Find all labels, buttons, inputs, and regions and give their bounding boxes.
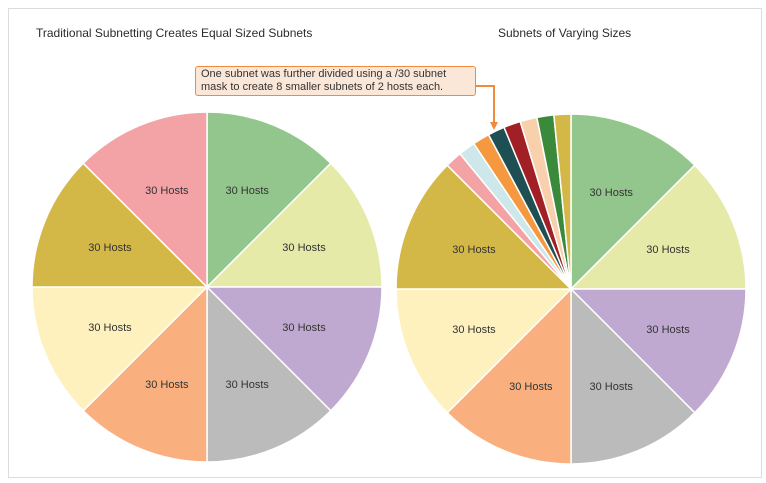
- left-chart-title: Traditional Subnetting Creates Equal Siz…: [36, 26, 313, 40]
- right-slice-7: [395, 164, 573, 290]
- right-slice-label-5: 30 Hosts: [509, 381, 553, 393]
- right-slice-6: [395, 288, 573, 414]
- right-slice-15: [553, 113, 572, 290]
- right-slice-label-4: 30 Hosts: [589, 381, 633, 393]
- right-slice-label-1: 30 Hosts: [589, 187, 633, 199]
- left-slice-label-8: 30 Hosts: [145, 185, 189, 197]
- left-slice-2: [205, 162, 383, 288]
- right-pie-chart: 30 Hosts 30 Hosts 30 Hosts 30 Hosts 30 Hosts…: [395, 113, 747, 465]
- left-slice-label-2: 30 Hosts: [282, 242, 326, 254]
- callout-box: One subnet was further divided using a /…: [195, 66, 476, 96]
- right-chart-title: Subnets of Varying Sizes: [498, 26, 632, 40]
- callout-arrow: [476, 85, 498, 130]
- left-slice-label-3: 30 Hosts: [282, 322, 326, 334]
- left-slice-6: [31, 286, 209, 412]
- right-slice-4: [570, 287, 696, 465]
- left-slice-4: [206, 285, 332, 463]
- right-slice-label-3: 30 Hosts: [646, 324, 690, 336]
- left-slice-7: [31, 162, 209, 288]
- right-slice-label-7: 30 Hosts: [452, 244, 496, 256]
- right-slice-5: [446, 287, 572, 465]
- right-slice-label-6: 30 Hosts: [452, 324, 496, 336]
- left-slice-1: [206, 111, 332, 289]
- left-slice-label-6: 30 Hosts: [88, 322, 132, 334]
- left-slice-label-4: 30 Hosts: [225, 379, 269, 391]
- left-slice-label-5: 30 Hosts: [145, 379, 189, 391]
- left-slice-3: [205, 286, 383, 412]
- left-slice-5: [82, 285, 208, 463]
- left-pie-chart: 30 Hosts 30 Hosts 30 Hosts 30 Hosts 30 Hosts…: [31, 111, 383, 463]
- right-slice-3: [569, 288, 747, 414]
- right-slice-2: [569, 164, 747, 290]
- right-slice-1: [570, 113, 696, 291]
- left-slice-label-1: 30 Hosts: [225, 185, 269, 197]
- left-slice-label-7: 30 Hosts: [88, 242, 132, 254]
- right-slice-label-2: 30 Hosts: [646, 244, 690, 256]
- left-slice-8: [82, 111, 208, 289]
